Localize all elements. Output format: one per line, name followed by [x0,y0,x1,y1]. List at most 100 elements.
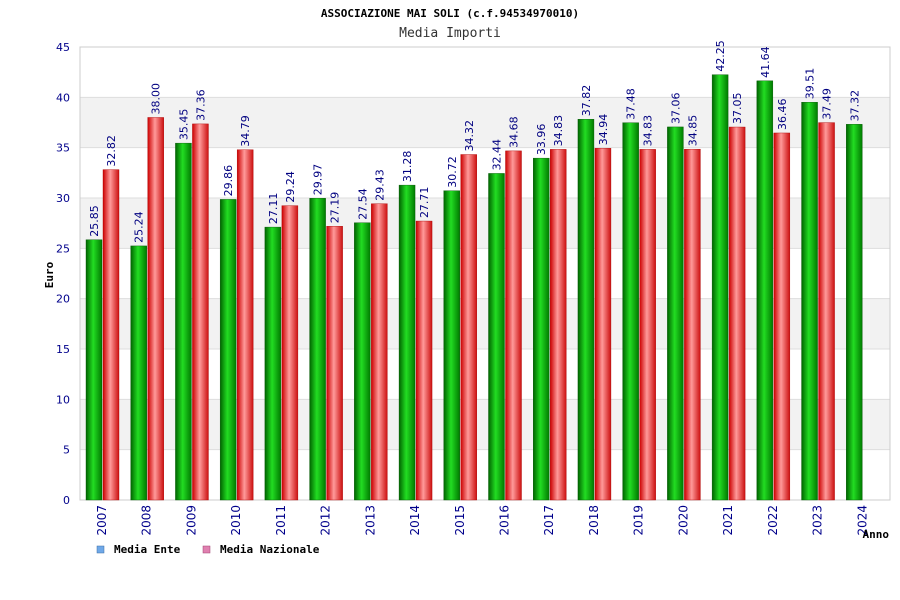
bar-media-ente-2019 [622,122,639,501]
legend-swatch-media-nazionale [202,545,211,554]
x-tick-label-2017: 2017 [542,505,556,536]
bar-media-ente-2007 [85,239,103,501]
data-label-media-ente-2022: 41.64 [759,46,772,78]
x-tick-label-2009: 2009 [184,505,198,536]
bar-media-ente-2013 [354,222,371,501]
y-tick-label: 5 [63,444,70,457]
data-label-media-ente-2011: 27.11 [267,193,280,225]
bar-media-ente-2014 [398,184,416,501]
x-tick-label-2008: 2008 [140,505,154,536]
data-label-media-nazionale-2019: 34.83 [642,115,655,147]
x-tick-label-2013: 2013 [363,505,377,536]
data-label-media-ente-2020: 37.06 [669,92,682,124]
data-label-media-nazionale-2014: 27.71 [418,187,431,219]
bar-media-ente-2024 [846,124,863,501]
chart-title: ASSOCIAZIONE MAI SOLI (c.f.94534970010) [321,7,579,20]
bar-media-nazionale-2017 [550,149,567,501]
bars [85,74,863,501]
data-label-media-ente-2016: 32.44 [491,139,504,171]
bar-media-nazionale-2018 [594,148,612,501]
data-label-media-nazionale-2011: 29.24 [284,171,297,203]
data-label-media-ente-2012: 29.97 [312,164,325,196]
y-axis-label: Euro [43,261,56,288]
data-label-media-nazionale-2021: 37.05 [731,93,744,125]
x-tick-label-2015: 2015 [453,505,467,536]
legend-label-media-ente: Media Ente [114,543,181,556]
data-label-media-nazionale-2007: 32.82 [105,135,118,167]
data-label-media-ente-2009: 35.45 [177,109,190,141]
bar-media-ente-2020 [667,126,684,501]
chart-subtitle: Media Importi [399,26,501,41]
data-label-media-nazionale-2023: 37.49 [821,88,834,120]
x-tick-label-2010: 2010 [229,505,243,536]
data-label-media-ente-2018: 37.82 [580,85,593,117]
bar-media-ente-2012 [309,198,326,501]
y-tick-label: 30 [56,192,70,205]
bar-media-nazionale-2012 [326,226,343,501]
y-tick-label: 20 [56,293,70,306]
x-axis-ticks: 2007 2008 2009 2010 2011 2012 2013 2014 2015 2016… [95,505,869,536]
x-tick-label-2012: 2012 [319,505,333,536]
bar-media-ente-2015 [443,190,460,501]
y-tick-label: 15 [56,343,70,356]
bar-media-ente-2016 [488,173,505,501]
bar-media-nazionale-2022 [773,132,791,501]
data-label-media-nazionale-2020: 34.85 [686,115,699,147]
data-label-media-nazionale-2017: 34.83 [552,115,565,147]
bar-media-ente-2011 [264,226,282,501]
data-label-media-ente-2023: 39.51 [804,68,817,100]
x-tick-label-2007: 2007 [95,505,109,536]
data-label-media-ente-2021: 42.25 [714,40,727,72]
bar-media-nazionale-2016 [505,150,522,501]
bar-media-ente-2010 [219,199,237,501]
data-label-media-ente-2015: 30.72 [446,156,459,188]
bar-media-nazionale-2007 [102,169,120,501]
data-label-media-nazionale-2009: 37.36 [194,89,207,121]
data-label-media-ente-2014: 31.28 [401,151,414,183]
data-labels: 25.85 32.82 25.24 38.00 35.45 37.36 29.86 34.79… [88,40,861,243]
bar-media-nazionale-2011 [281,205,299,501]
bar-media-nazionale-2013 [371,203,388,501]
y-tick-label: 45 [56,41,70,54]
bar-media-ente-2023 [801,102,818,501]
bar-media-nazionale-2015 [460,154,477,501]
data-label-media-ente-2008: 25.24 [133,211,146,243]
data-label-media-nazionale-2012: 27.19 [329,192,342,224]
bar-media-nazionale-2014 [415,220,433,501]
bar-media-nazionale-2010 [236,149,254,501]
data-label-media-ente-2024: 37.32 [848,90,861,122]
grid-band [80,198,890,249]
bar-media-nazionale-2009 [192,123,209,501]
grid-bands [80,97,890,450]
y-tick-label: 10 [56,393,70,406]
data-label-media-ente-2017: 33.96 [535,124,548,156]
bar-media-ente-2018 [577,119,595,501]
grid-band [80,97,890,148]
bar-media-nazionale-2019 [639,149,656,501]
x-tick-label-2014: 2014 [408,505,422,536]
bar-media-ente-2017 [533,157,550,501]
legend-swatch-media-ente [96,545,105,554]
data-label-media-nazionale-2022: 36.46 [776,98,789,130]
x-tick-label-2021: 2021 [721,505,735,536]
data-label-media-nazionale-2010: 34.79 [239,115,252,147]
x-tick-label-2011: 2011 [274,505,288,536]
plot-area-border [79,46,891,501]
legend-label-media-nazionale: Media Nazionale [220,543,320,556]
grid-band [80,399,890,450]
bar-media-nazionale-2008 [147,117,164,501]
x-tick-label-2016: 2016 [498,505,512,536]
grid-band [80,298,890,349]
data-label-media-nazionale-2018: 34.94 [597,114,610,146]
x-tick-label-2018: 2018 [587,505,601,536]
bar-media-nazionale-2023 [818,122,835,501]
y-tick-label: 0 [63,494,70,507]
x-tick-label-2023: 2023 [811,505,825,536]
bar-media-nazionale-2020 [684,148,701,501]
bar-media-ente-2021 [711,74,729,501]
bar-media-nazionale-2021 [728,126,746,501]
y-tick-label: 25 [56,242,70,255]
x-tick-label-2024: 2024 [855,505,869,536]
bar-media-ente-2008 [130,245,147,501]
